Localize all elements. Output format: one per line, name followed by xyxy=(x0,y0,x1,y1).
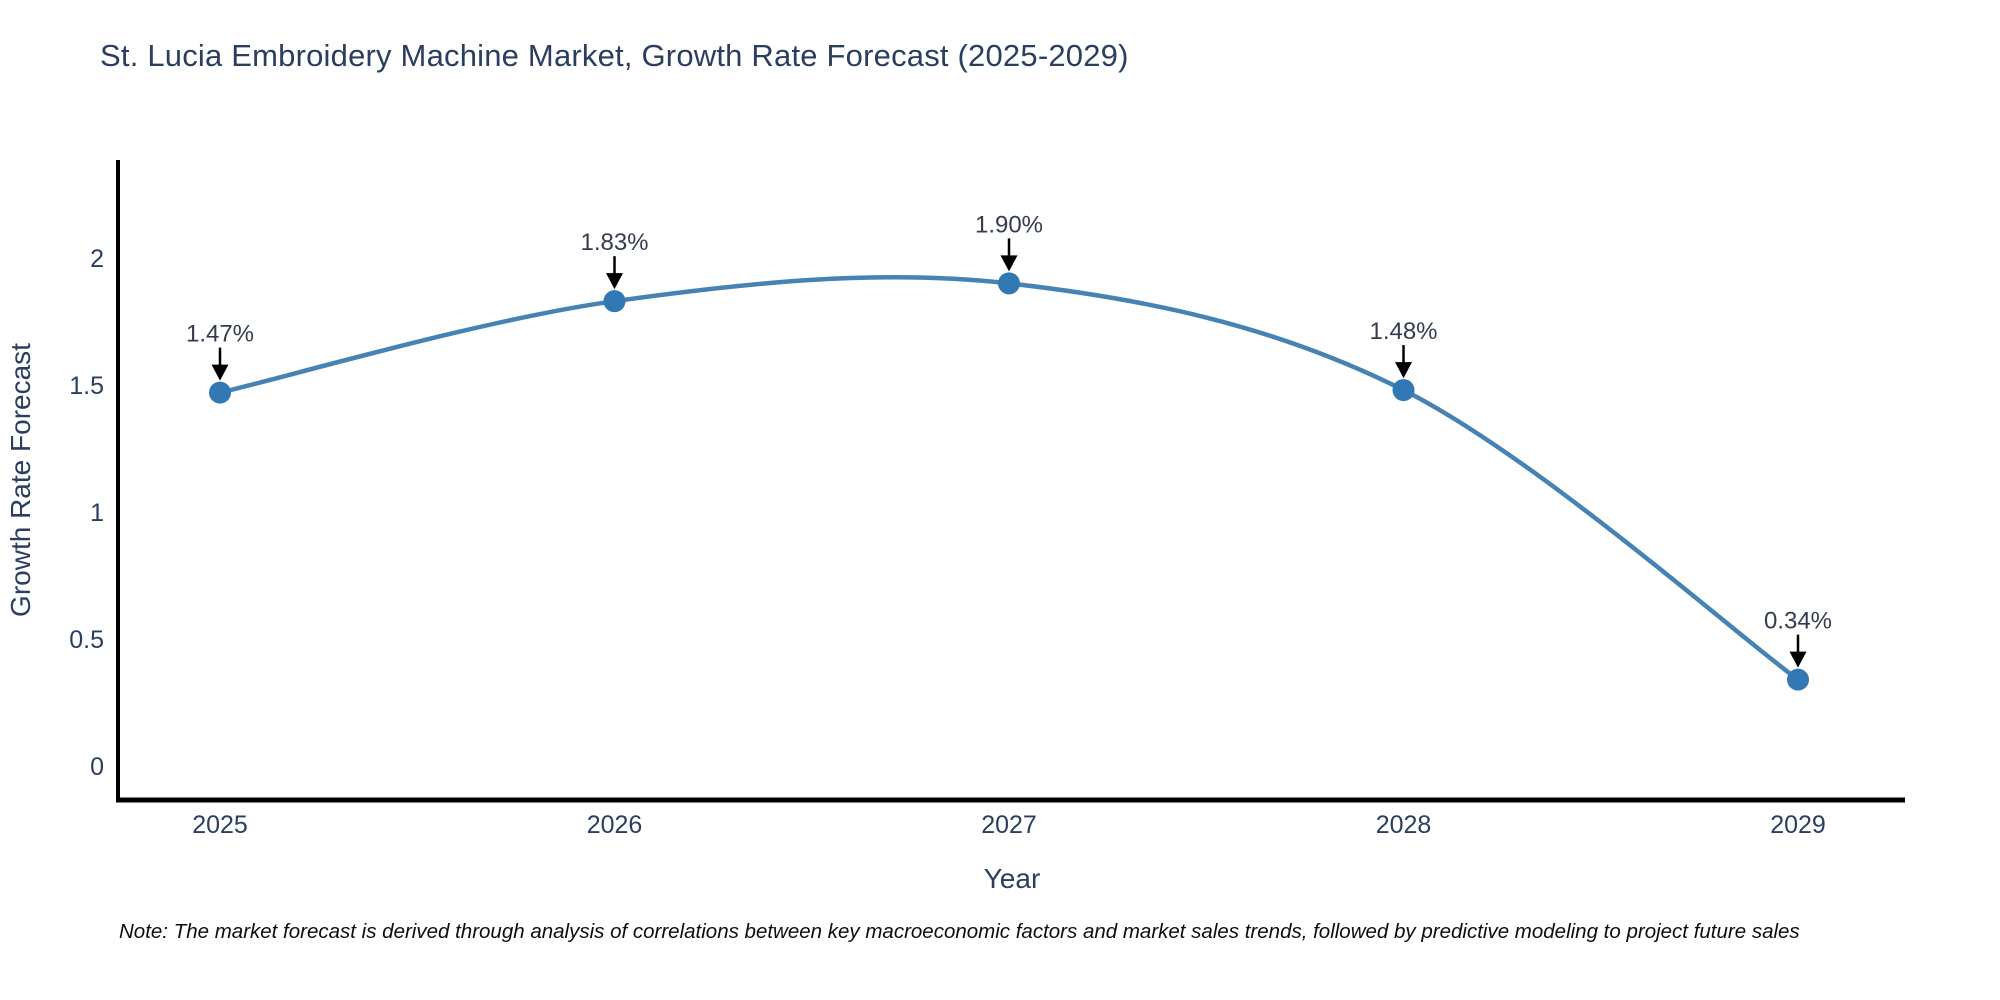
y-tick-label: 2 xyxy=(90,245,104,273)
data-point-label: 1.83% xyxy=(580,229,648,256)
y-tick-label: 1.5 xyxy=(69,372,104,400)
y-tick-label: 0.5 xyxy=(69,626,104,654)
y-axis-title: Growth Rate Forecast xyxy=(5,343,36,617)
y-axis-ticks: 0 0.5 1 1.5 2 xyxy=(69,245,104,781)
data-point-marker[interactable] xyxy=(998,272,1020,295)
annotation-arrowhead-icon xyxy=(1395,362,1412,379)
data-point-label: 1.90% xyxy=(975,211,1043,238)
data-point-label: 1.48% xyxy=(1369,318,1437,345)
data-point-label: 0.34% xyxy=(1764,608,1832,635)
footnote: Note: The market forecast is derived thr… xyxy=(119,920,1800,943)
annotation-arrowhead-icon xyxy=(211,364,229,381)
data-point-label: 1.47% xyxy=(186,321,254,348)
x-axis-title: Year xyxy=(984,863,1041,894)
data-point-marker[interactable] xyxy=(603,290,626,313)
x-tick-label: 2028 xyxy=(1376,811,1432,839)
y-tick-label: 0 xyxy=(90,753,104,781)
data-point-marker[interactable] xyxy=(209,381,231,404)
x-tick-label: 2027 xyxy=(981,811,1037,839)
annotation-arrowhead-icon xyxy=(1000,255,1018,272)
chart-title: St. Lucia Embroidery Machine Market, Gro… xyxy=(100,38,1129,73)
y-tick-label: 1 xyxy=(90,499,104,527)
data-series xyxy=(209,272,1809,691)
x-axis-ticks: 2025 2026 2027 2028 2029 xyxy=(192,811,1826,839)
data-point-marker[interactable] xyxy=(1392,379,1415,402)
annotation-arrowhead-icon xyxy=(606,273,623,290)
series-line xyxy=(217,275,1801,682)
annotation-arrowhead-icon xyxy=(1789,651,1807,668)
x-tick-label: 2026 xyxy=(587,811,643,839)
x-tick-label: 2025 xyxy=(192,811,248,839)
x-tick-label: 2029 xyxy=(1770,811,1826,839)
point-annotations: 1.47% 1.83% 1.90% 1.48% 0.34% xyxy=(186,211,1832,668)
data-point-marker[interactable] xyxy=(1787,668,1809,691)
